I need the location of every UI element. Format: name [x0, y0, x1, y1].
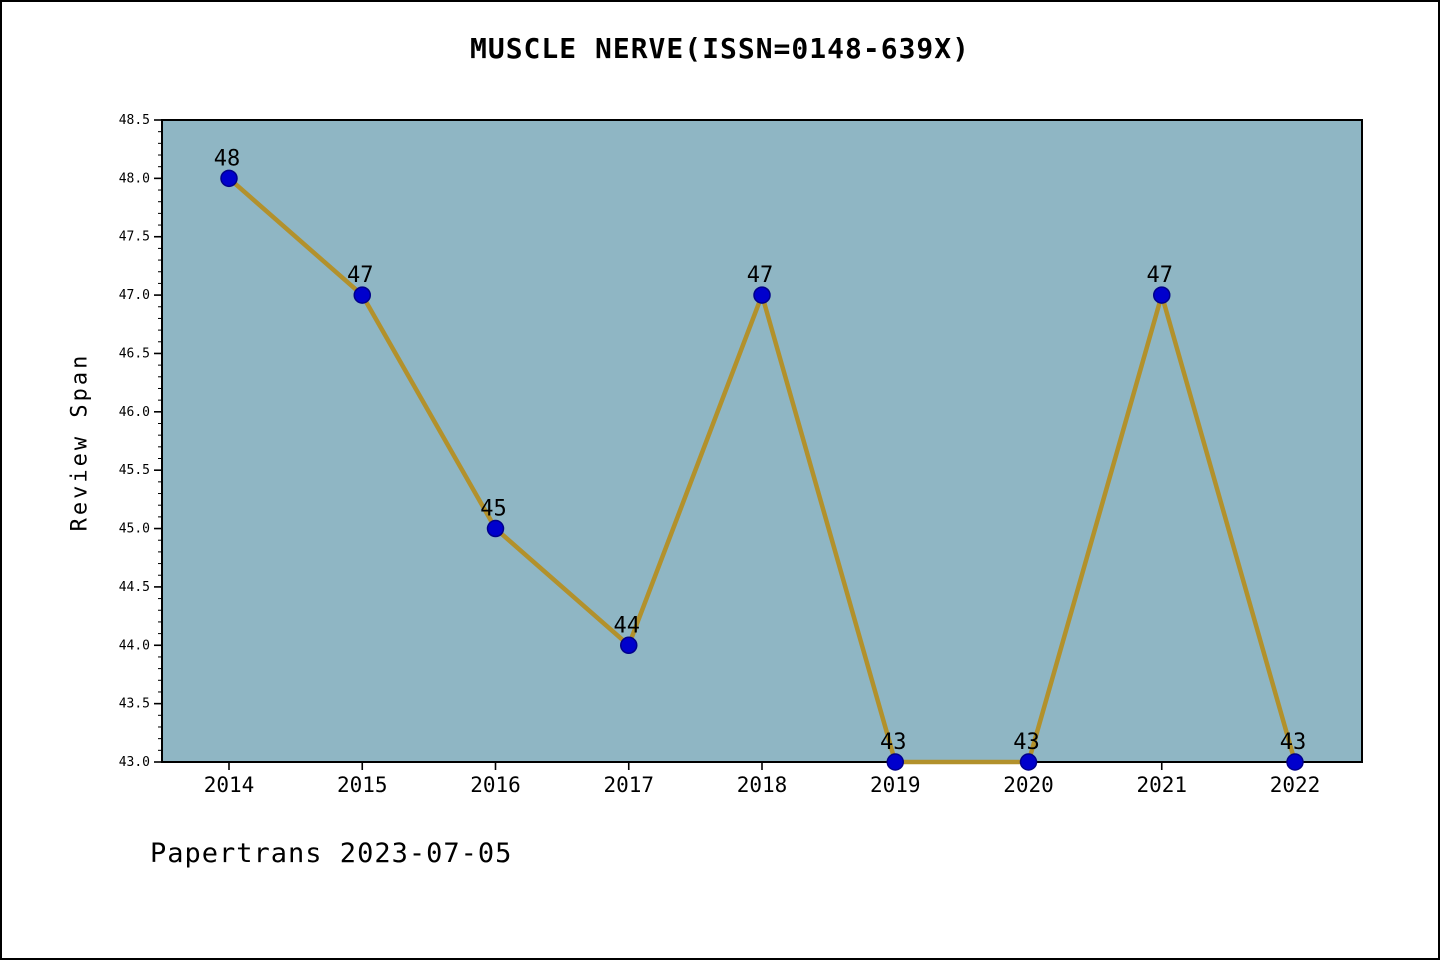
x-tick-label: 2015 [337, 773, 388, 797]
y-tick-label: 44.0 [119, 638, 150, 653]
footer-text: Papertrans 2023-07-05 [150, 838, 513, 869]
y-tick-label: 43.5 [119, 697, 150, 712]
x-tick-label: 2018 [737, 773, 788, 797]
y-tick-label: 47.5 [119, 230, 150, 245]
data-point [620, 636, 638, 655]
y-tick-label: 47.0 [119, 288, 150, 303]
point-label: 43 [880, 730, 907, 755]
data-point [220, 169, 238, 188]
point-label: 47 [347, 263, 374, 288]
point-label: 48 [214, 146, 241, 171]
y-tick-label: 46.5 [119, 346, 150, 361]
x-tick-label: 2020 [1003, 773, 1054, 797]
chart-title: MUSCLE NERVE(ISSN=0148-639X) [469, 32, 970, 65]
data-point [886, 753, 904, 771]
point-label: 45 [480, 497, 507, 522]
axes-frame [161, 119, 1363, 763]
x-tick-label: 2022 [1270, 773, 1321, 797]
x-tick-label: 2019 [870, 773, 921, 797]
y-tick-label: 43.0 [119, 755, 150, 770]
data-point [753, 286, 771, 304]
x-tick-label: 2016 [470, 773, 521, 797]
data-point [1286, 753, 1304, 771]
point-label: 44 [614, 613, 641, 638]
point-label: 43 [1013, 730, 1040, 755]
point-label: 43 [1280, 730, 1307, 755]
point-label: 47 [747, 263, 774, 288]
y-tick-label: 48.5 [119, 113, 150, 128]
x-tick-label: 2017 [603, 773, 654, 797]
x-tick-label: 2021 [1136, 773, 1187, 797]
data-point [486, 519, 505, 538]
data-point [1153, 286, 1171, 304]
point-label: 47 [1147, 263, 1174, 288]
y-tick-label: 45.0 [119, 522, 150, 537]
x-tick-label: 2014 [204, 773, 255, 797]
y-tick-label: 44.5 [119, 580, 150, 595]
plot-area [162, 120, 1362, 762]
y-tick-label: 48.0 [119, 171, 150, 186]
y-tick-label: 46.0 [119, 405, 150, 420]
y-tick-label: 45.5 [119, 463, 150, 478]
data-point [1019, 753, 1038, 771]
data-point [353, 286, 371, 304]
